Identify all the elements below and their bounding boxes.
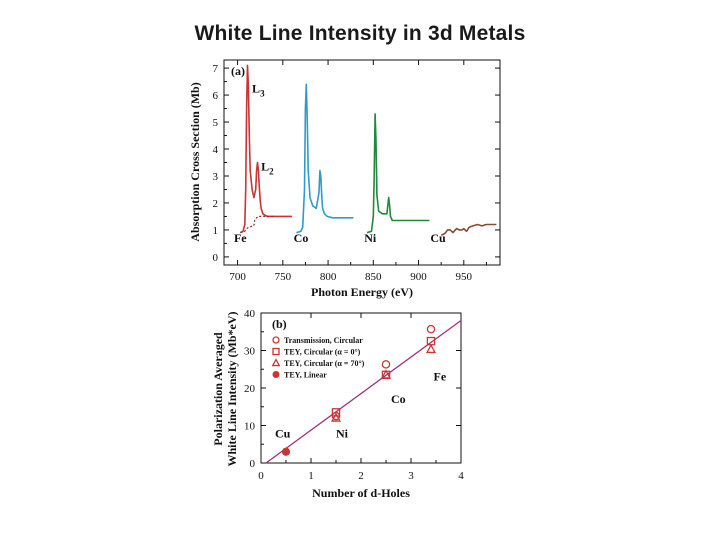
panel-a-ylabel: Absorption Cross Section (Mb) [188,82,202,241]
data-point-circle-filled [281,447,291,456]
panel-b-xtick-label: 2 [358,470,364,482]
panel-a-ytick-label: 4 [213,144,219,156]
legend-marker-square-open [272,347,280,356]
spectrum-line-co [296,83,354,234]
panel-a-xtick-label: 950 [456,271,473,283]
panel-a-ytick-label: 2 [213,198,219,210]
panel-a-xlabel: Photon Energy (eV) [311,285,413,299]
panel-a-xtick-label: 900 [410,271,427,283]
panel-b-xtick-label: 4 [458,470,464,482]
panel-a-ytick-label: 3 [213,171,219,183]
spectrum-line-fe [239,64,292,234]
panel-b-xlabel: Number of d-Holes [312,486,410,500]
element-label-ni: Ni [336,427,349,441]
element-label-co: Co [391,392,406,406]
data-point-square-open [331,408,341,417]
legend-label: Transmission, Circular [284,336,363,345]
panel-b-ytick-label: 0 [250,458,256,470]
legend-marker-triangle-open [271,358,281,367]
data-point-triangle-open [380,369,392,379]
edge-step-dotted-line [240,215,274,234]
data-point-triangle-open [425,343,437,354]
panel-a-ytick-label: 1 [213,225,219,237]
panel-a-xtick-label: 700 [229,271,246,283]
legend-label: TEY, Linear [284,371,327,380]
panel-a-annotation: L3 [252,81,265,98]
panel-a-label: (a) [231,64,245,78]
panel-a-xtick-label: 800 [320,271,337,283]
data-point-circle-open [426,324,436,334]
legend-marker-circle-open [272,336,280,344]
data-point-triangle-open [330,412,342,422]
panel-a-annotation: L2 [261,160,274,177]
panel-a-ytick-label: 6 [213,90,219,102]
panel-b-label: (b) [272,317,287,331]
panel-b-xtick-label: 1 [308,470,314,482]
panel-a-xtick-label: 750 [275,271,292,283]
panel-b-ytick-label: 10 [244,421,256,433]
legend-label: TEY, Circular (α = 0°) [284,348,361,357]
panel-a-ytick-label: 0 [213,252,219,264]
panel-a-ytick-label: 5 [213,117,219,129]
element-label-fe: Fe [434,370,447,384]
spectrum-line-cu [440,223,497,237]
legend-label: TEY, Circular (α = 70°) [284,359,365,368]
panel-b-xtick-label: 0 [258,470,264,482]
panel-a-annotation: Co [294,231,309,245]
data-point-circle-open [381,360,391,369]
panel-a-annotation: Ni [364,231,377,245]
spectrum-line-ni [366,113,430,234]
panel-a-annotation: Fe [234,231,247,245]
panel-b-xtick-label: 3 [408,470,414,482]
element-label-cu: Cu [275,427,291,441]
panel-a-annotation: Cu [430,231,446,245]
panel-a-xtick-label: 850 [365,271,382,283]
slide-title: White Line Intensity in 3d Metals [194,22,526,45]
panel-b-ytick-label: 40 [244,308,256,320]
panel-b-ytick-label: 30 [244,346,256,358]
panel-b-ytick-label: 20 [244,383,256,395]
panel-a-ytick-label: 7 [213,63,219,75]
legend-marker-circle-filled [272,371,280,378]
panel-b-ylabel-line2: White Line Intensity (Mb*eV) [225,312,239,467]
panel-b-ylabel-line1: Polarization Averaged [211,332,225,446]
